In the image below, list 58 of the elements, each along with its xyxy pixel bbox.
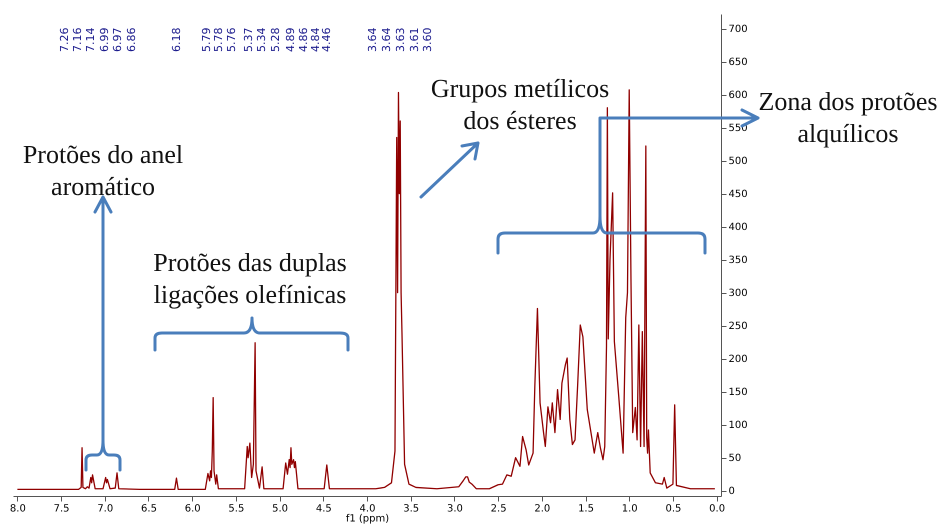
x-tick-label: 5.0 (272, 504, 288, 514)
x-axis-title: f1 (ppm) (346, 514, 390, 524)
x-tick-label: 2.0 (534, 504, 550, 514)
annotation: 3.64 (366, 28, 379, 52)
x-tick-label: 8.0 (10, 504, 26, 514)
annotation: 4.89 (284, 28, 297, 52)
y-tick-label: 350 (728, 255, 748, 266)
x-tick-label: 0.5 (665, 504, 682, 514)
y-tick-label: 250 (728, 321, 748, 332)
annotation: 7.26 (58, 28, 71, 52)
x-tick-label: 3.5 (403, 504, 420, 514)
annotation: 7.14 (84, 28, 97, 52)
annotation: 5.78 (212, 28, 225, 52)
annotation: 6.97 (111, 28, 124, 52)
y-tick-label: 100 (728, 420, 748, 432)
y-tick-label: 500 (728, 156, 748, 168)
annotation: 4.46 (320, 28, 333, 52)
annotation: 3.61 (408, 28, 421, 52)
annotation: 6.18 (170, 28, 183, 52)
annotation: 3.63 (394, 28, 407, 52)
y-tick-label: 150 (728, 387, 748, 398)
annotation: 5.79 (200, 28, 213, 52)
x-tick-label: 1.5 (578, 504, 594, 514)
y-tick-label: 450 (728, 189, 748, 200)
x-tick-label: 5.5 (228, 504, 244, 514)
x-tick-label: 3.0 (446, 504, 463, 514)
annotation: 3.64 (380, 28, 393, 52)
x-tick-label: 4.0 (360, 504, 376, 514)
y-tick-label: 200 (728, 354, 748, 366)
annotation: 4.84 (309, 28, 322, 52)
annotation: Grupos metílicos dos ésteres (430, 74, 610, 135)
annotation: 7.16 (71, 28, 84, 52)
x-tick-label: 7.5 (54, 504, 70, 514)
y-tick-label: 50 (728, 453, 742, 464)
x-tick-label: 4.5 (316, 504, 332, 514)
y-tick-label: 0 (728, 486, 735, 498)
annotation: 3.60 (421, 28, 434, 52)
y-tick-label: 400 (728, 222, 748, 234)
annotation: 5.76 (225, 28, 238, 52)
x-tick-label: 0.0 (709, 504, 726, 514)
x-tick-label: 6.5 (141, 504, 157, 514)
annotation: 5.28 (269, 28, 282, 52)
annotation: 6.99 (98, 28, 111, 52)
y-tick-label: 700 (728, 24, 748, 36)
y-tick-label: 650 (728, 57, 748, 68)
x-tick-label: 7.0 (97, 504, 114, 514)
text: Zona dos protões alquílicos (758, 87, 938, 148)
x-tick-label: 2.5 (490, 504, 507, 514)
annotation: 6.86 (125, 28, 138, 52)
y-tick-label: 300 (728, 288, 748, 300)
y-tick-label: 600 (728, 90, 748, 102)
annotation: 5.34 (255, 28, 268, 52)
annotation: Protões das duplas ligações olefínicas (153, 248, 347, 309)
annotation: Protões do anel aromático (22, 140, 184, 201)
x-tick-label: 1.0 (622, 504, 638, 514)
annotation: 4.86 (297, 28, 310, 52)
annotation: 5.37 (242, 28, 255, 52)
x-tick-label: 6.0 (184, 504, 201, 514)
